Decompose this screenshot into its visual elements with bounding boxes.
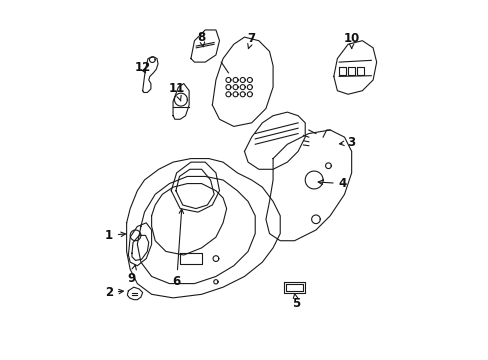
- Text: 11: 11: [168, 82, 184, 101]
- Text: 2: 2: [104, 286, 123, 299]
- Text: 10: 10: [343, 32, 359, 49]
- Text: 5: 5: [291, 293, 300, 310]
- Text: 7: 7: [247, 32, 255, 49]
- Text: 6: 6: [172, 209, 183, 288]
- Text: 1: 1: [104, 229, 125, 242]
- Text: 9: 9: [127, 265, 136, 285]
- Text: 12: 12: [134, 61, 150, 74]
- Text: 8: 8: [197, 31, 205, 47]
- Text: 4: 4: [318, 177, 346, 190]
- Text: 3: 3: [339, 136, 355, 149]
